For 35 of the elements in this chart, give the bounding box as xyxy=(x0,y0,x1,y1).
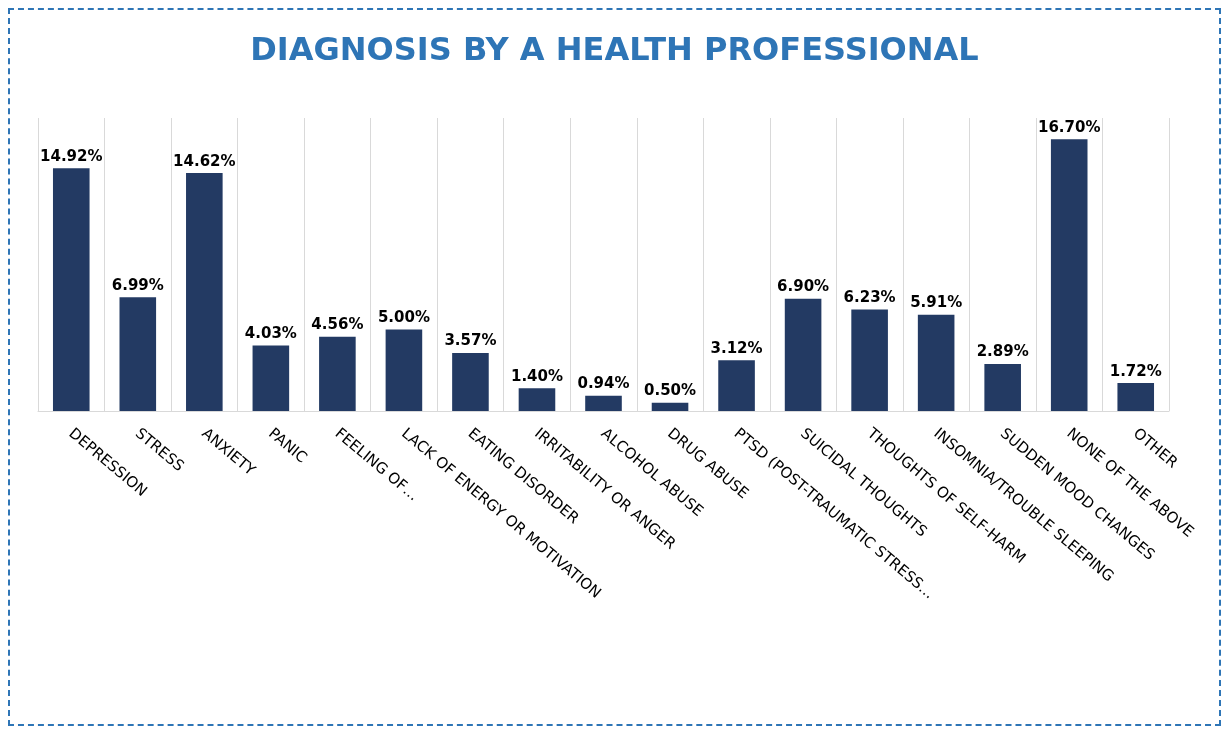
data-label: 1.72% xyxy=(1109,361,1162,380)
bar xyxy=(385,329,423,411)
data-label: 2.89% xyxy=(976,342,1029,361)
bar xyxy=(651,402,689,411)
data-label: 16.70% xyxy=(1037,117,1101,136)
bar xyxy=(452,352,489,411)
bar xyxy=(518,388,556,411)
data-label: 0.94% xyxy=(577,374,630,393)
bar xyxy=(52,168,90,411)
bar xyxy=(851,309,888,411)
data-label: 14.62% xyxy=(173,151,236,170)
data-label: 3.57% xyxy=(444,331,497,350)
bar xyxy=(252,345,290,411)
bar xyxy=(119,297,157,411)
bar xyxy=(917,314,955,411)
data-label: 3.12% xyxy=(710,338,763,357)
bar xyxy=(718,360,755,411)
bar xyxy=(1117,383,1155,411)
data-label: 1.40% xyxy=(510,366,563,385)
data-label: 5.91% xyxy=(910,293,963,312)
bar xyxy=(984,363,1021,411)
bar xyxy=(784,298,822,411)
data-label: 6.90% xyxy=(777,277,830,296)
chart-title: DIAGNOSIS BY A HEALTH PROFESSIONAL xyxy=(250,30,979,68)
data-label: 6.23% xyxy=(843,288,896,307)
data-label: 6.99% xyxy=(111,275,164,294)
data-label: 4.56% xyxy=(311,315,364,334)
data-label: 5.00% xyxy=(377,308,430,327)
data-label: 14.92% xyxy=(40,146,103,165)
data-label: 4.03% xyxy=(244,323,297,342)
bar xyxy=(1050,139,1088,411)
bar xyxy=(186,173,223,411)
bar xyxy=(585,395,622,411)
data-label: 0.50% xyxy=(644,381,697,400)
bar xyxy=(319,336,356,411)
